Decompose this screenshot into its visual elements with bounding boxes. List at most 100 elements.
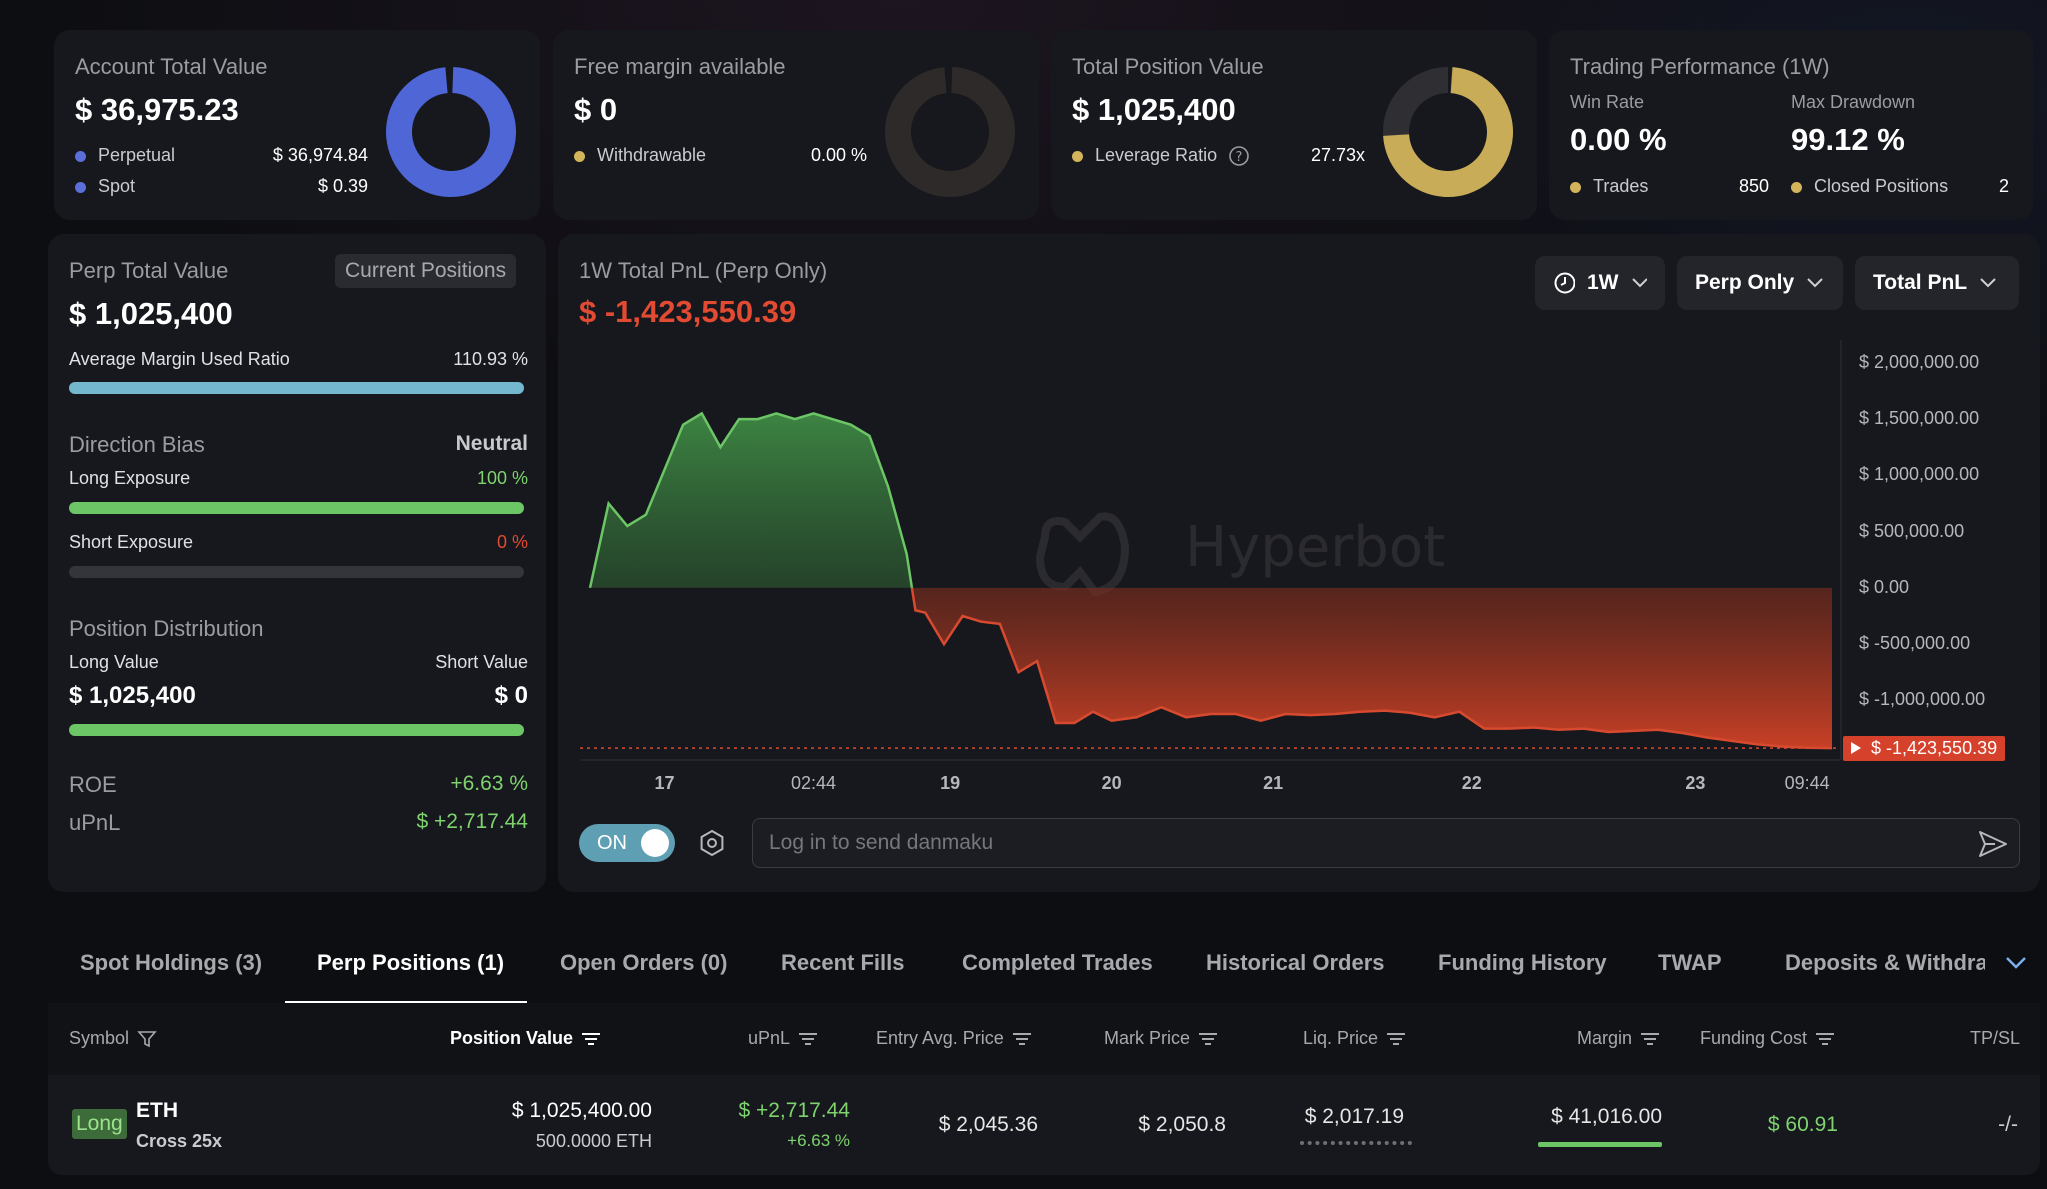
position-size-cell: 500.0000 ETH (535, 1131, 652, 1151)
upnl-label: uPnL (69, 810, 121, 835)
active-tab-underline (285, 1001, 527, 1003)
send-icon[interactable] (1977, 829, 2009, 859)
tab-recent-fills[interactable]: Recent Fills (781, 950, 905, 975)
y-tick-label: $ 2,000,000.00 (1859, 351, 1980, 372)
chevron-down-icon (1807, 278, 1823, 288)
negative-pnl-area (590, 587, 1832, 749)
tab-spot-holdings-3[interactable]: Spot Holdings (3) (80, 950, 263, 975)
tpsl-cell[interactable]: -/- (1998, 1113, 2018, 1136)
x-tick-label: 02:44 (791, 773, 837, 793)
y-tick-label: $ 500,000.00 (1859, 520, 1965, 541)
symbol-name[interactable]: ETH (136, 1099, 178, 1122)
position-donut-chart (1382, 66, 1514, 198)
current-positions-badge[interactable]: Current Positions (335, 254, 517, 288)
hyperbot-watermark: Hyperbot (1025, 497, 1445, 601)
column-header-liq-price[interactable]: Liq. Price (1303, 1028, 1406, 1049)
sort-icon[interactable] (1815, 1031, 1835, 1047)
y-tick-label: $ -500,000.00 (1859, 633, 1971, 654)
tab-twap[interactable]: TWAP (1658, 950, 1722, 975)
hyperbot-watermark-text: Hyperbot (1185, 515, 1446, 580)
danmaku-input[interactable]: Log in to send danmaku (752, 818, 2020, 868)
leverage-ratio-legend: Leverage Ratio ? (1072, 145, 1250, 167)
column-header-upnl[interactable]: uPnL (700, 1028, 818, 1049)
tab-funding-history[interactable]: Funding History (1438, 950, 1607, 975)
total-position-value-label: Total Position Value (1072, 54, 1264, 79)
tabs-expand-chevron-icon[interactable] (2005, 956, 2027, 970)
x-tick-label: 22 (1461, 773, 1482, 793)
column-header-tp-sl[interactable]: TP/SL (1900, 1028, 2020, 1049)
tab-open-orders-0[interactable]: Open Orders (0) (560, 950, 728, 975)
free-margin-value: $ 0 (574, 92, 618, 127)
margin-mode: Cross 25x (136, 1131, 223, 1151)
positive-pnl-area (590, 413, 1832, 588)
settings-icon[interactable] (697, 828, 727, 858)
timeframe-select[interactable]: 1W (1535, 256, 1665, 310)
tab-completed-trades[interactable]: Completed Trades (962, 950, 1153, 975)
chart-title: 1W Total PnL (Perp Only) (579, 258, 828, 283)
column-header-margin[interactable]: Margin (1500, 1028, 1660, 1049)
closed-positions-dot (1791, 181, 1802, 193)
perp-total-value: $ 1,025,400 (69, 296, 233, 331)
long-value-label: Long Value (69, 652, 159, 672)
long-exposure-label: Long Exposure (69, 468, 191, 488)
sort-icon[interactable] (798, 1031, 818, 1047)
column-header-mark-price[interactable]: Mark Price (1104, 1028, 1218, 1049)
tab-historical-orders[interactable]: Historical Orders (1206, 950, 1385, 975)
direction-bias-value: Neutral (455, 432, 528, 455)
y-tick-label: $ 0.00 (1859, 576, 1910, 597)
column-header-label: uPnL (747, 1028, 790, 1048)
danmaku-toggle[interactable]: ON (579, 824, 675, 862)
free-margin-donut-chart (885, 66, 1015, 197)
roe-value: +6.63 % (450, 772, 528, 795)
mark-price-cell: $ 2,050.8 (1138, 1113, 1226, 1136)
positive-pnl-line (588, 411, 914, 588)
chevron-down-icon (1980, 278, 1996, 288)
upnl-percent-cell: +6.63 % (787, 1131, 850, 1150)
y-tick-label: $ 1,500,000.00 (1859, 408, 1980, 429)
perpetual-value: $ 36,974.84 (272, 145, 368, 165)
account-total-value-label: Account Total Value (75, 54, 268, 79)
short-value-label: Short Value (435, 652, 528, 672)
column-header-funding-cost[interactable]: Funding Cost (1700, 1028, 1835, 1049)
roe-label: ROE (69, 772, 117, 797)
tab-deposits-withdraw[interactable]: Deposits & Withdraw (1785, 950, 1985, 975)
column-header-label: TP/SL (1969, 1028, 2020, 1048)
clock-icon (1554, 272, 1575, 294)
sort-icon[interactable] (581, 1031, 601, 1047)
long-exposure-bar-fill (69, 502, 524, 514)
tab-perp-positions-1[interactable]: Perp Positions (1) (317, 950, 505, 975)
sort-icon[interactable] (1012, 1031, 1032, 1047)
last-value-marker-icon (1851, 742, 1861, 755)
filter-icon[interactable] (137, 1029, 157, 1049)
market-select[interactable]: Perp Only (1677, 256, 1843, 310)
metric-select[interactable]: Total PnL (1855, 256, 2019, 310)
withdrawable-legend: Withdrawable (574, 145, 706, 166)
x-tick-label: 20 (1101, 773, 1122, 793)
withdrawable-dot (574, 150, 585, 162)
help-icon[interactable]: ? (1228, 145, 1250, 167)
closed-positions-legend: Closed Positions (1791, 176, 1948, 197)
sort-icon[interactable] (1640, 1031, 1660, 1047)
sort-icon[interactable] (1386, 1031, 1406, 1047)
win-rate-value: 0.00 % (1570, 122, 1667, 157)
perp-summary-panel: Perp Total Value Current Positions $ 1,0… (48, 234, 546, 892)
trades-legend: Trades (1570, 176, 1648, 197)
sort-icon[interactable] (1198, 1031, 1218, 1047)
max-drawdown-label: Max Drawdown (1791, 92, 1916, 112)
column-header-entry-avg-price[interactable]: Entry Avg. Price (876, 1028, 1032, 1049)
short-exposure-bar-track (69, 566, 524, 578)
account-total-value: $ 36,975.23 (75, 92, 239, 127)
free-margin-card: Free margin available $ 0 Withdrawable 0… (553, 30, 1039, 220)
toggle-knob (641, 829, 669, 857)
column-header-position-value[interactable]: Position Value (450, 1028, 601, 1049)
upnl-value: $ +2,717.44 (416, 810, 528, 833)
svg-text:?: ? (1236, 150, 1243, 165)
table-row[interactable]: Long ETH Cross 25x $ 1,025,400.00 500.00… (48, 1075, 2040, 1175)
column-header-symbol[interactable]: Symbol (69, 1028, 157, 1049)
negative-pnl-line (589, 587, 1833, 750)
y-tick-label: $ 1,000,000.00 (1859, 464, 1980, 485)
trades-value: 850 (1738, 176, 1769, 196)
distribution-bar-fill (69, 724, 524, 736)
short-value: $ 0 (494, 682, 528, 709)
